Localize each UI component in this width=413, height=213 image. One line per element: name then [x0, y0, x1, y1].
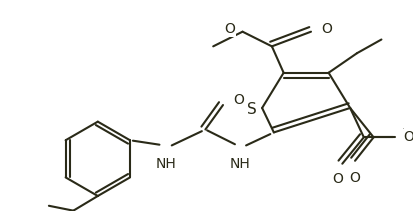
Text: O: O [224, 22, 235, 36]
Text: O: O [321, 22, 332, 36]
Text: O: O [349, 171, 361, 184]
Text: NH: NH [156, 157, 177, 171]
Text: O: O [403, 130, 413, 144]
Text: O: O [332, 171, 343, 186]
Text: O: O [233, 93, 244, 107]
Text: NH: NH [229, 157, 250, 171]
Text: S: S [247, 102, 257, 117]
Text: O: O [401, 130, 412, 144]
